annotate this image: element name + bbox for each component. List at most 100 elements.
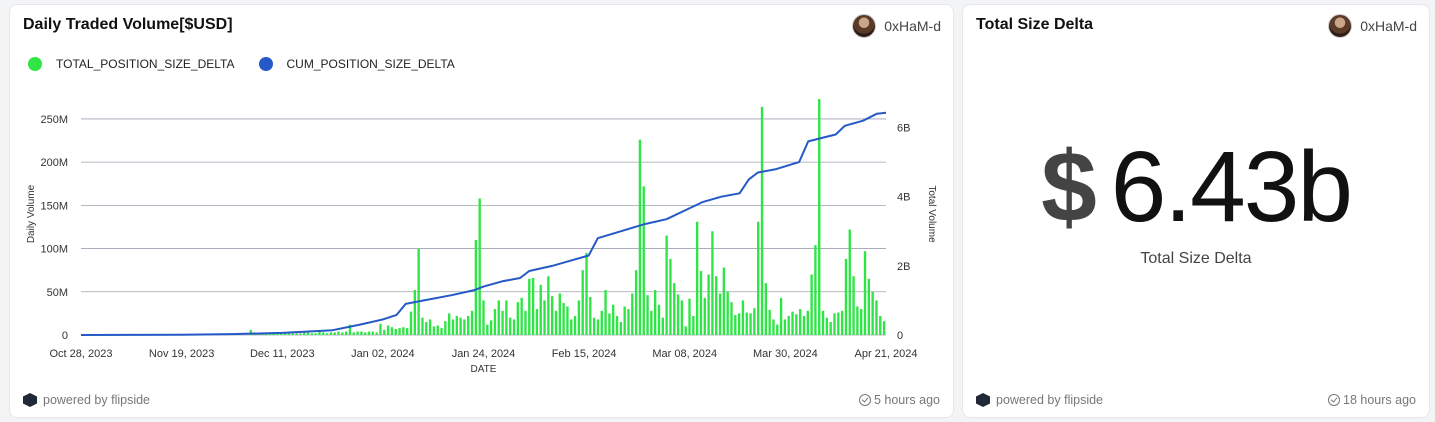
bar: [482, 300, 485, 335]
bar: [798, 309, 802, 335]
powered-by-text[interactable]: powered by flipside: [996, 393, 1104, 407]
chart-author[interactable]: 0xHaM-d: [852, 14, 941, 38]
y-tick-label: 200M: [40, 157, 68, 169]
bar: [726, 291, 729, 335]
bar: [432, 326, 436, 335]
powered-by[interactable]: powered by flipside: [23, 393, 150, 407]
bar: [509, 317, 512, 335]
bar: [444, 321, 447, 335]
bar: [589, 296, 592, 335]
legend-dot-bars: [28, 57, 42, 71]
bar: [413, 290, 417, 335]
bar: [795, 314, 798, 335]
x-axis-title: DATE: [471, 364, 497, 375]
bar: [730, 302, 733, 335]
bar: [524, 310, 527, 335]
check-circle-icon: [858, 394, 871, 406]
bar: [497, 300, 500, 335]
bar: [390, 327, 394, 335]
flipside-logo-icon: [976, 393, 990, 407]
x-tick-label: Dec 11, 2023: [250, 348, 315, 360]
y-tick-label: 150M: [40, 200, 68, 212]
bar: [829, 322, 832, 335]
bar: [428, 319, 432, 335]
bar: [650, 310, 653, 335]
kpi-label: Total Size Delta: [1140, 250, 1252, 267]
bar: [356, 331, 359, 335]
bar: [474, 239, 478, 335]
bar: [371, 331, 375, 335]
legend-label-line: CUM_POSITION_SIZE_DELTA: [286, 57, 455, 71]
bar: [684, 326, 687, 335]
bar: [402, 327, 405, 335]
bar: [680, 300, 684, 335]
powered-by[interactable]: powered by flipside: [976, 393, 1103, 407]
bar: [295, 333, 298, 335]
bar: [550, 296, 554, 335]
legend-item-line[interactable]: CUM_POSITION_SIZE_DELTA: [258, 57, 455, 71]
author-name[interactable]: 0xHaM-d: [884, 18, 941, 34]
bar: [768, 309, 771, 335]
kpi-author[interactable]: 0xHaM-d: [1328, 14, 1417, 38]
bar: [676, 294, 680, 335]
bar: [665, 235, 668, 335]
bar: [646, 295, 649, 335]
chart-footer: powered by flipside 5 hours ago: [23, 393, 940, 407]
x-tick-label: Mar 30, 2024: [753, 348, 818, 360]
bar: [634, 270, 638, 335]
bar: [879, 315, 882, 335]
bar: [364, 332, 367, 335]
kpi-title: Total Size Delta: [976, 16, 1094, 33]
bar: [447, 313, 451, 335]
bar: [287, 332, 291, 335]
author-name[interactable]: 0xHaM-d: [1360, 18, 1417, 34]
bar: [486, 324, 489, 335]
bar: [352, 332, 355, 335]
bar: [882, 321, 886, 335]
bar: [856, 306, 859, 335]
flipside-logo-icon: [23, 393, 37, 407]
bar: [852, 276, 855, 335]
bar: [737, 313, 741, 335]
bar: [638, 139, 642, 335]
bar: [871, 291, 874, 335]
chart-legend: TOTAL_POSITION_SIZE_DELTA CUM_POSITION_S…: [28, 57, 455, 71]
x-tick-label: Oct 28, 2023: [50, 348, 113, 360]
avatar[interactable]: [852, 14, 877, 38]
bar: [318, 330, 321, 335]
bar: [581, 270, 584, 335]
bar: [455, 315, 458, 335]
bar: [249, 329, 252, 335]
currency-symbol: $: [1041, 131, 1097, 243]
kpi-card: Total Size Delta 0xHaM-d $6.43b Total Si…: [962, 4, 1430, 418]
bar: [283, 333, 287, 335]
bar: [375, 332, 378, 335]
bar: [337, 331, 340, 335]
last-updated: 18 hours ago: [1328, 393, 1416, 407]
bar: [875, 300, 878, 335]
kpi-value: $6.43b: [963, 130, 1429, 245]
y-tick-label: 0: [62, 330, 68, 342]
y2-tick-label: 4B: [897, 192, 910, 204]
bar: [631, 293, 634, 335]
bar: [741, 300, 745, 335]
bar: [329, 332, 333, 335]
chart-card: Daily Traded Volume[$USD] 0xHaM-d TOTAL_…: [9, 4, 954, 418]
bar: [764, 283, 768, 335]
bar: [722, 267, 726, 335]
bar: [783, 319, 787, 335]
bar: [749, 313, 752, 335]
bar: [810, 274, 813, 335]
bar: [627, 309, 630, 335]
bar: [573, 315, 577, 335]
bar: [303, 332, 306, 335]
powered-by-text[interactable]: powered by flipside: [43, 393, 151, 407]
y2-tick-label: 6B: [897, 123, 910, 135]
bar: [760, 106, 764, 335]
legend-item-bars[interactable]: TOTAL_POSITION_SIZE_DELTA: [28, 57, 235, 71]
bar: [844, 258, 848, 335]
avatar[interactable]: [1328, 14, 1353, 38]
legend-label-bars: TOTAL_POSITION_SIZE_DELTA: [56, 57, 235, 71]
bar: [585, 252, 588, 335]
bar: [394, 328, 397, 335]
